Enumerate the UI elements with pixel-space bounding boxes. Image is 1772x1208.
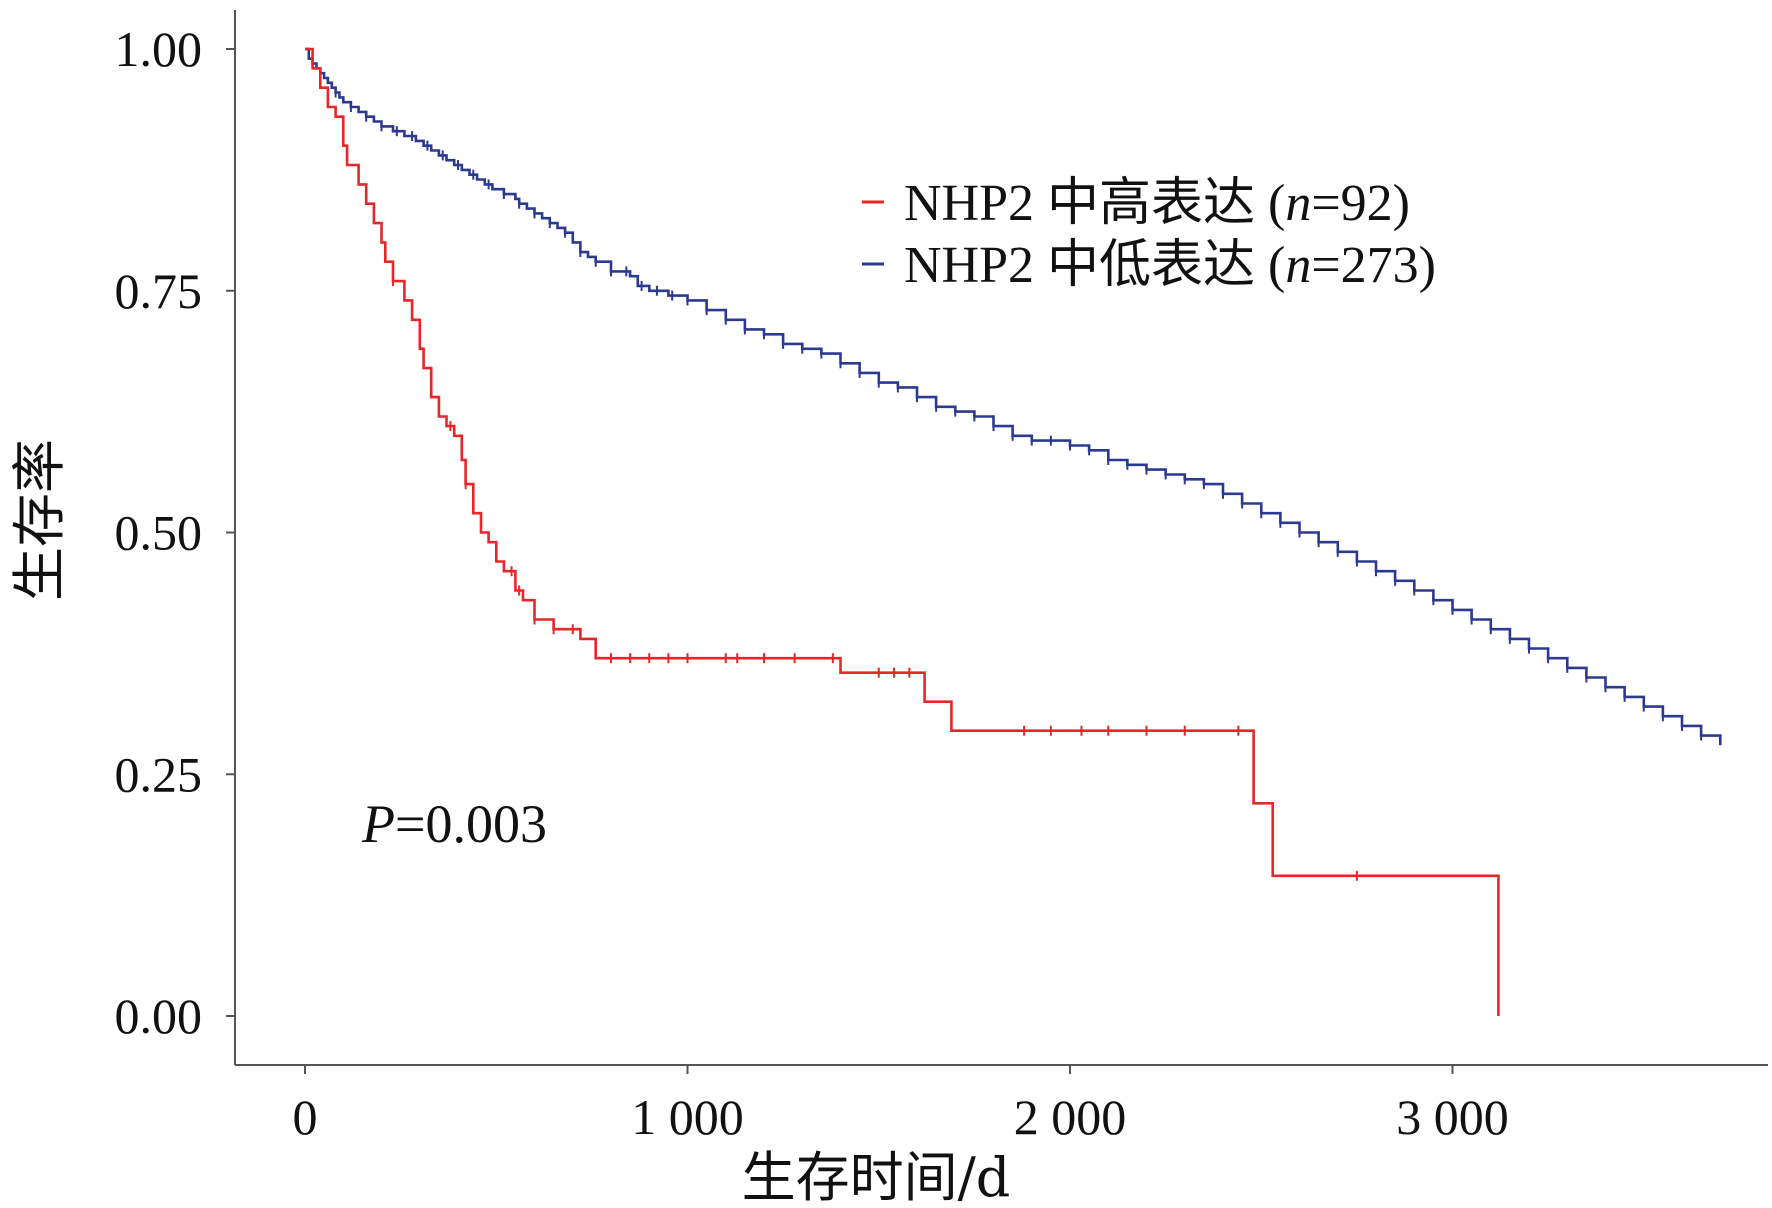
series-low <box>305 47 1722 746</box>
x-tick-label: 0 <box>293 1089 318 1145</box>
x-tick-label: 2 000 <box>1014 1089 1127 1145</box>
legend-label-low: NHP2 中低表达 (n=273) <box>904 237 1436 294</box>
legend: NHP2 中高表达 (n=92) NHP2 中低表达 (n=273) <box>862 175 1436 294</box>
y-tick-label: 1.00 <box>115 21 203 77</box>
y-axis-ticks: 0.00 0.25 0.50 0.75 1.00 <box>115 21 235 1044</box>
x-axis-title: 生存时间/d <box>742 1146 1011 1208</box>
series-high <box>305 47 1500 1016</box>
y-axis-title: 生存率 <box>8 439 71 601</box>
legend-item-low: NHP2 中低表达 (n=273) <box>862 237 1436 294</box>
survival-curve-low <box>305 47 1722 746</box>
y-tick-label: 0.25 <box>115 746 203 802</box>
x-tick-label: 1 000 <box>631 1089 744 1145</box>
x-tick-label: 3 000 <box>1396 1089 1509 1145</box>
y-tick-label: 0.50 <box>115 505 203 561</box>
legend-label-high: NHP2 中高表达 (n=92) <box>904 175 1410 232</box>
p-value-annotation: P=0.003 <box>361 794 547 854</box>
survival-curve-high <box>305 47 1500 1016</box>
x-axis-ticks: 0 1 000 2 000 3 000 <box>293 1065 1509 1145</box>
y-tick-label: 0.75 <box>115 263 203 319</box>
legend-item-high: NHP2 中高表达 (n=92) <box>862 175 1410 232</box>
y-tick-label: 0.00 <box>115 988 203 1044</box>
axes <box>234 10 1768 1066</box>
series-layer <box>305 47 1722 1016</box>
